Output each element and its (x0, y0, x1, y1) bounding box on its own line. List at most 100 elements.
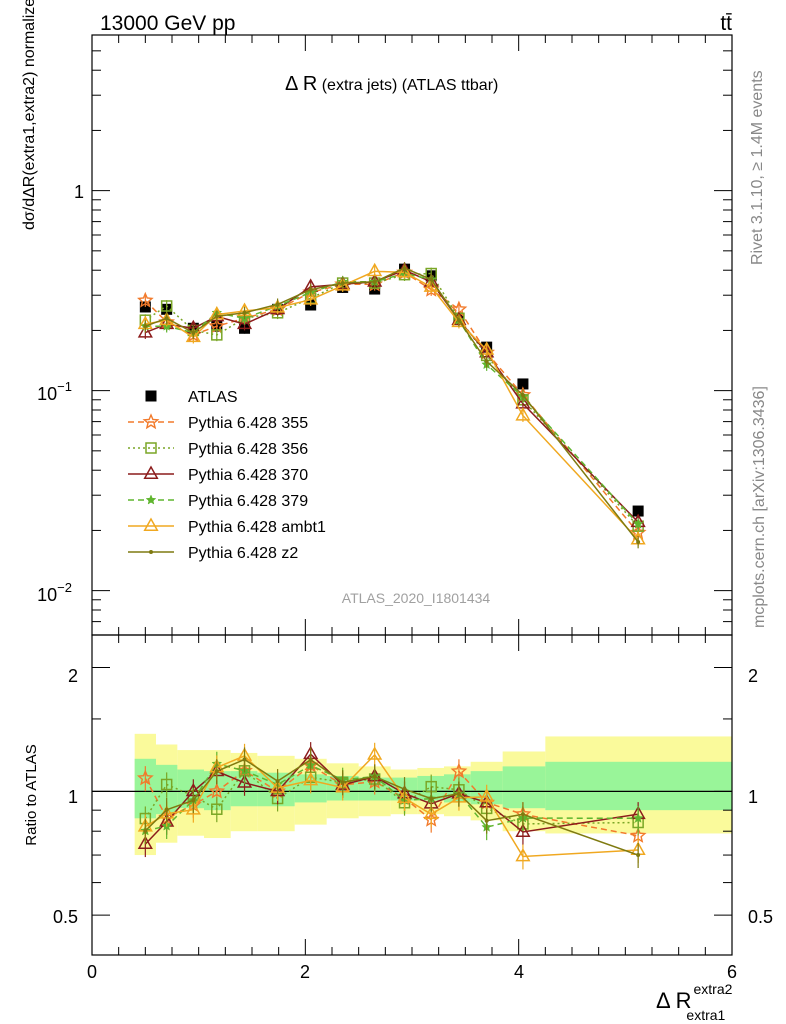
legend-label-atlas: ATLAS (188, 389, 238, 406)
legend-marker-pythia-6-428-355 (142, 413, 160, 430)
main-line-pythia-6-428-356 (144, 272, 639, 527)
main-point-pythia-6-428-z2-5 (275, 302, 280, 307)
main-point-pythia-6-428-ambt1-8 (367, 262, 383, 277)
legend: ATLAS Pythia 6.428 355 Pythia 6.428 356 Pyt… (128, 389, 326, 562)
ratio-y-axis-label: Ratio to ATLAS (23, 744, 40, 845)
ratio-point-pythia-6-428-z2-0 (143, 828, 148, 833)
ratio-panel-data (136, 742, 647, 870)
legend-marker-pythia-6-428-ambt1 (143, 517, 159, 531)
xtick-label-2: 2 (300, 962, 310, 982)
analysis-id-label: ATLAS_2020_I1801434 (342, 590, 491, 606)
ratio-point-pythia-6-428-z2-13 (520, 812, 525, 817)
header-process: tt̄ (720, 12, 732, 35)
ratio-point-pythia-6-428-ambt1-10 (423, 805, 439, 820)
xtick-label-6: 6 (727, 962, 737, 982)
legend-marker-pythia-6-428-370 (143, 465, 159, 479)
main-point-pythia-6-428-z2-12 (484, 359, 489, 364)
main-point-atlas-14 (632, 505, 644, 517)
plot-title: Δ R (extra jets) (ATLAS ttbar) (285, 73, 498, 95)
main-ytick-base-1: 10 (37, 384, 57, 404)
plot-title-rest: (extra jets) (ATLAS ttbar) (317, 77, 498, 94)
ratio-point-pythia-6-428-370-13 (515, 823, 531, 837)
main-point-pythia-6-428-z2-10 (429, 277, 434, 282)
main-line-pythia-6-428-355 (144, 271, 639, 534)
ratio-ytick-label-0.5: 0.5 (53, 907, 78, 927)
ratio-point-pythia-6-428-355-3 (208, 782, 226, 799)
ratio-point-pythia-6-428-z2-12 (484, 818, 489, 823)
ratio-point-pythia-6-428-z2-14 (636, 853, 641, 858)
main-point-pythia-6-428-355-0 (137, 291, 154, 308)
ratio-band-inner-13 (502, 766, 546, 809)
main-point-pythia-6-428-ambt1-9 (396, 263, 413, 278)
legend-label-pythia-6-428-355: Pythia 6.428 355 (188, 415, 308, 432)
main-ytick-base-2: 10 (37, 585, 57, 605)
main-point-pythia-6-428-z2-2 (191, 330, 196, 335)
main-point-pythia-6-428-356-1 (160, 300, 173, 312)
ratio-point-pythia-6-428-z2-5 (275, 779, 280, 784)
main-point-pythia-6-428-z2-6 (308, 287, 313, 292)
main-ytick-label-0.1: 10−1 (37, 379, 72, 404)
main-point-pythia-6-428-ambt1-13 (515, 407, 531, 421)
legend-label-pythia-6-428-z2: Pythia 6.428 z2 (188, 545, 298, 562)
ratio-point-pythia-6-428-ambt1-9 (396, 789, 413, 804)
ratio-point-pythia-6-428-ambt1-6 (303, 771, 319, 786)
ratio-point-pythia-6-428-z2-2 (191, 798, 196, 803)
main-point-pythia-6-428-ambt1-2 (185, 328, 201, 343)
main-panel-data (137, 261, 647, 549)
ratio-point-pythia-6-428-379-14 (632, 812, 644, 823)
ratio-point-pythia-6-428-z2-3 (214, 769, 219, 774)
main-point-pythia-6-428-ambt1-12 (479, 341, 495, 355)
main-point-pythia-6-428-z2-11 (456, 318, 461, 323)
main-point-pythia-6-428-z2-14 (636, 540, 641, 545)
main-ytick-label-0.01: 10−2 (37, 580, 72, 605)
ratio-point-pythia-6-428-z2-10 (429, 796, 434, 801)
legend-label-pythia-6-428-356: Pythia 6.428 356 (188, 441, 308, 458)
legend-marker-pythia-6-428-z2 (149, 550, 153, 554)
ratio-point-pythia-6-428-z2-8 (372, 774, 377, 779)
legend-marker-pythia-6-428-356 (145, 442, 157, 454)
legend-marker-atlas (145, 390, 157, 402)
ratio-point-pythia-6-428-z2-6 (308, 757, 313, 762)
ratio-point-pythia-6-428-370-4 (236, 774, 253, 788)
main-point-pythia-6-428-370-0 (137, 324, 153, 338)
main-point-pythia-6-428-379-14 (632, 518, 644, 529)
mcplots-citation-label: mcplots.cern.ch [arXiv:1306.3436] (751, 386, 768, 628)
main-point-pythia-6-428-z2-13 (520, 393, 525, 398)
main-point-atlas-13 (517, 378, 529, 390)
main-point-pythia-6-428-z2-1 (164, 316, 169, 321)
main-point-pythia-6-428-370-4 (236, 315, 253, 330)
main-ytick-label-1: 1 (74, 182, 84, 202)
main-ytick-exp-2: −2 (57, 580, 72, 595)
header-energy: 13000 GeV pp (100, 12, 235, 35)
ratio-point-pythia-6-428-ambt1-8 (367, 746, 383, 760)
main-y-axis-label-text: dσ/dΔR(extra1,extra2) normalized by 1/σ … (21, 0, 38, 230)
axes-ticks (91, 34, 733, 956)
ratio-point-pythia-6-428-z2-4 (242, 757, 247, 762)
legend-label-pythia-6-428-ambt1: Pythia 6.428 ambt1 (188, 519, 326, 536)
x-axis-label-sup: extra2 (693, 981, 732, 997)
main-point-pythia-6-428-z2-0 (143, 324, 148, 329)
ratio-point-pythia-6-428-355-11 (450, 762, 468, 779)
xtick-label-0: 0 (87, 962, 97, 982)
ratio-point-pythia-6-428-z2-9 (402, 787, 407, 792)
ratio-point-pythia-6-428-ambt1-2 (185, 801, 201, 815)
ratio-point-pythia-6-428-356-1 (160, 778, 173, 791)
ratio-ytick-label-right-0.5: 0.5 (748, 907, 773, 927)
x-axis-label-sub: extra1 (686, 1007, 725, 1023)
main-point-pythia-6-428-ambt1-10 (423, 278, 439, 292)
ratio-point-pythia-6-428-355-0 (136, 769, 154, 786)
ratio-ytick-label-1: 1 (68, 787, 78, 807)
rivet-version-label: Rivet 3.1.10, ≥ 1.4M events (749, 70, 766, 265)
main-point-pythia-6-428-z2-3 (214, 314, 219, 319)
main-point-pythia-6-428-356-3 (211, 329, 223, 341)
main-point-pythia-6-428-z2-8 (372, 279, 377, 284)
ratio-ytick-label-right-1: 1 (748, 787, 758, 807)
ratio-ytick-label-2: 2 (68, 666, 78, 686)
main-point-atlas-0 (139, 301, 151, 313)
ratio-point-pythia-6-428-z2-7 (340, 780, 345, 785)
main-point-pythia-6-428-ambt1-6 (303, 291, 319, 305)
ratio-ytick-label-right-2: 2 (748, 666, 758, 686)
legend-label-pythia-6-428-370: Pythia 6.428 370 (188, 467, 308, 484)
